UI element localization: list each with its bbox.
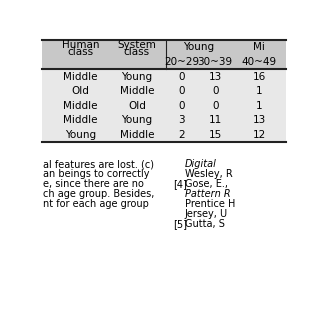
Text: [4]: [4] bbox=[173, 179, 187, 189]
Text: Middle: Middle bbox=[63, 116, 98, 125]
Bar bbox=[42, 99, 286, 113]
Text: 0: 0 bbox=[212, 86, 219, 96]
Text: Young: Young bbox=[65, 130, 96, 140]
Text: 0: 0 bbox=[179, 86, 185, 96]
Text: Middle: Middle bbox=[120, 86, 154, 96]
Text: 12: 12 bbox=[253, 130, 266, 140]
Text: 2: 2 bbox=[179, 130, 185, 140]
Text: Middle: Middle bbox=[120, 130, 154, 140]
Text: Gose, E.,: Gose, E., bbox=[185, 179, 228, 189]
Text: Digital: Digital bbox=[185, 159, 217, 169]
Text: an beings to correctly: an beings to correctly bbox=[43, 169, 150, 179]
Text: class: class bbox=[67, 47, 93, 57]
Text: al features are lost. (c): al features are lost. (c) bbox=[43, 159, 154, 169]
Bar bbox=[42, 40, 286, 69]
Text: Middle: Middle bbox=[63, 101, 98, 111]
Text: 0: 0 bbox=[179, 101, 185, 111]
Text: Old: Old bbox=[71, 86, 89, 96]
Bar bbox=[42, 128, 286, 142]
Text: Pattern R: Pattern R bbox=[185, 189, 230, 199]
Text: Middle: Middle bbox=[63, 71, 98, 82]
Text: nt for each age group: nt for each age group bbox=[43, 199, 149, 209]
Text: 1: 1 bbox=[256, 86, 263, 96]
Bar bbox=[42, 113, 286, 128]
Text: 13: 13 bbox=[209, 71, 222, 82]
Text: 15: 15 bbox=[209, 130, 222, 140]
Text: 40~49: 40~49 bbox=[242, 57, 277, 67]
Text: Gutta, S: Gutta, S bbox=[185, 219, 225, 229]
Text: Wesley, R: Wesley, R bbox=[185, 169, 233, 179]
Text: Old: Old bbox=[128, 101, 146, 111]
Text: ch age group. Besides,: ch age group. Besides, bbox=[43, 189, 155, 199]
Text: 20~29: 20~29 bbox=[164, 57, 199, 67]
Text: 13: 13 bbox=[253, 116, 266, 125]
Text: Jersey, U: Jersey, U bbox=[185, 209, 228, 219]
Text: 30~39: 30~39 bbox=[197, 57, 233, 67]
Text: Prentice H: Prentice H bbox=[185, 199, 235, 209]
Text: 16: 16 bbox=[253, 71, 266, 82]
Text: Young: Young bbox=[121, 116, 152, 125]
Text: 11: 11 bbox=[209, 116, 222, 125]
Text: Young: Young bbox=[121, 71, 152, 82]
Text: System: System bbox=[117, 40, 156, 50]
Text: Mi: Mi bbox=[253, 42, 265, 52]
Text: 0: 0 bbox=[179, 71, 185, 82]
Bar bbox=[42, 69, 286, 84]
Text: Young: Young bbox=[183, 42, 214, 52]
Text: 0: 0 bbox=[212, 101, 219, 111]
Bar bbox=[42, 84, 286, 99]
Text: 3: 3 bbox=[179, 116, 185, 125]
Text: 1: 1 bbox=[256, 101, 263, 111]
Text: [5]: [5] bbox=[173, 219, 187, 229]
Text: e, since there are no: e, since there are no bbox=[43, 179, 144, 189]
Text: Human: Human bbox=[61, 40, 99, 50]
Text: class: class bbox=[124, 47, 150, 57]
